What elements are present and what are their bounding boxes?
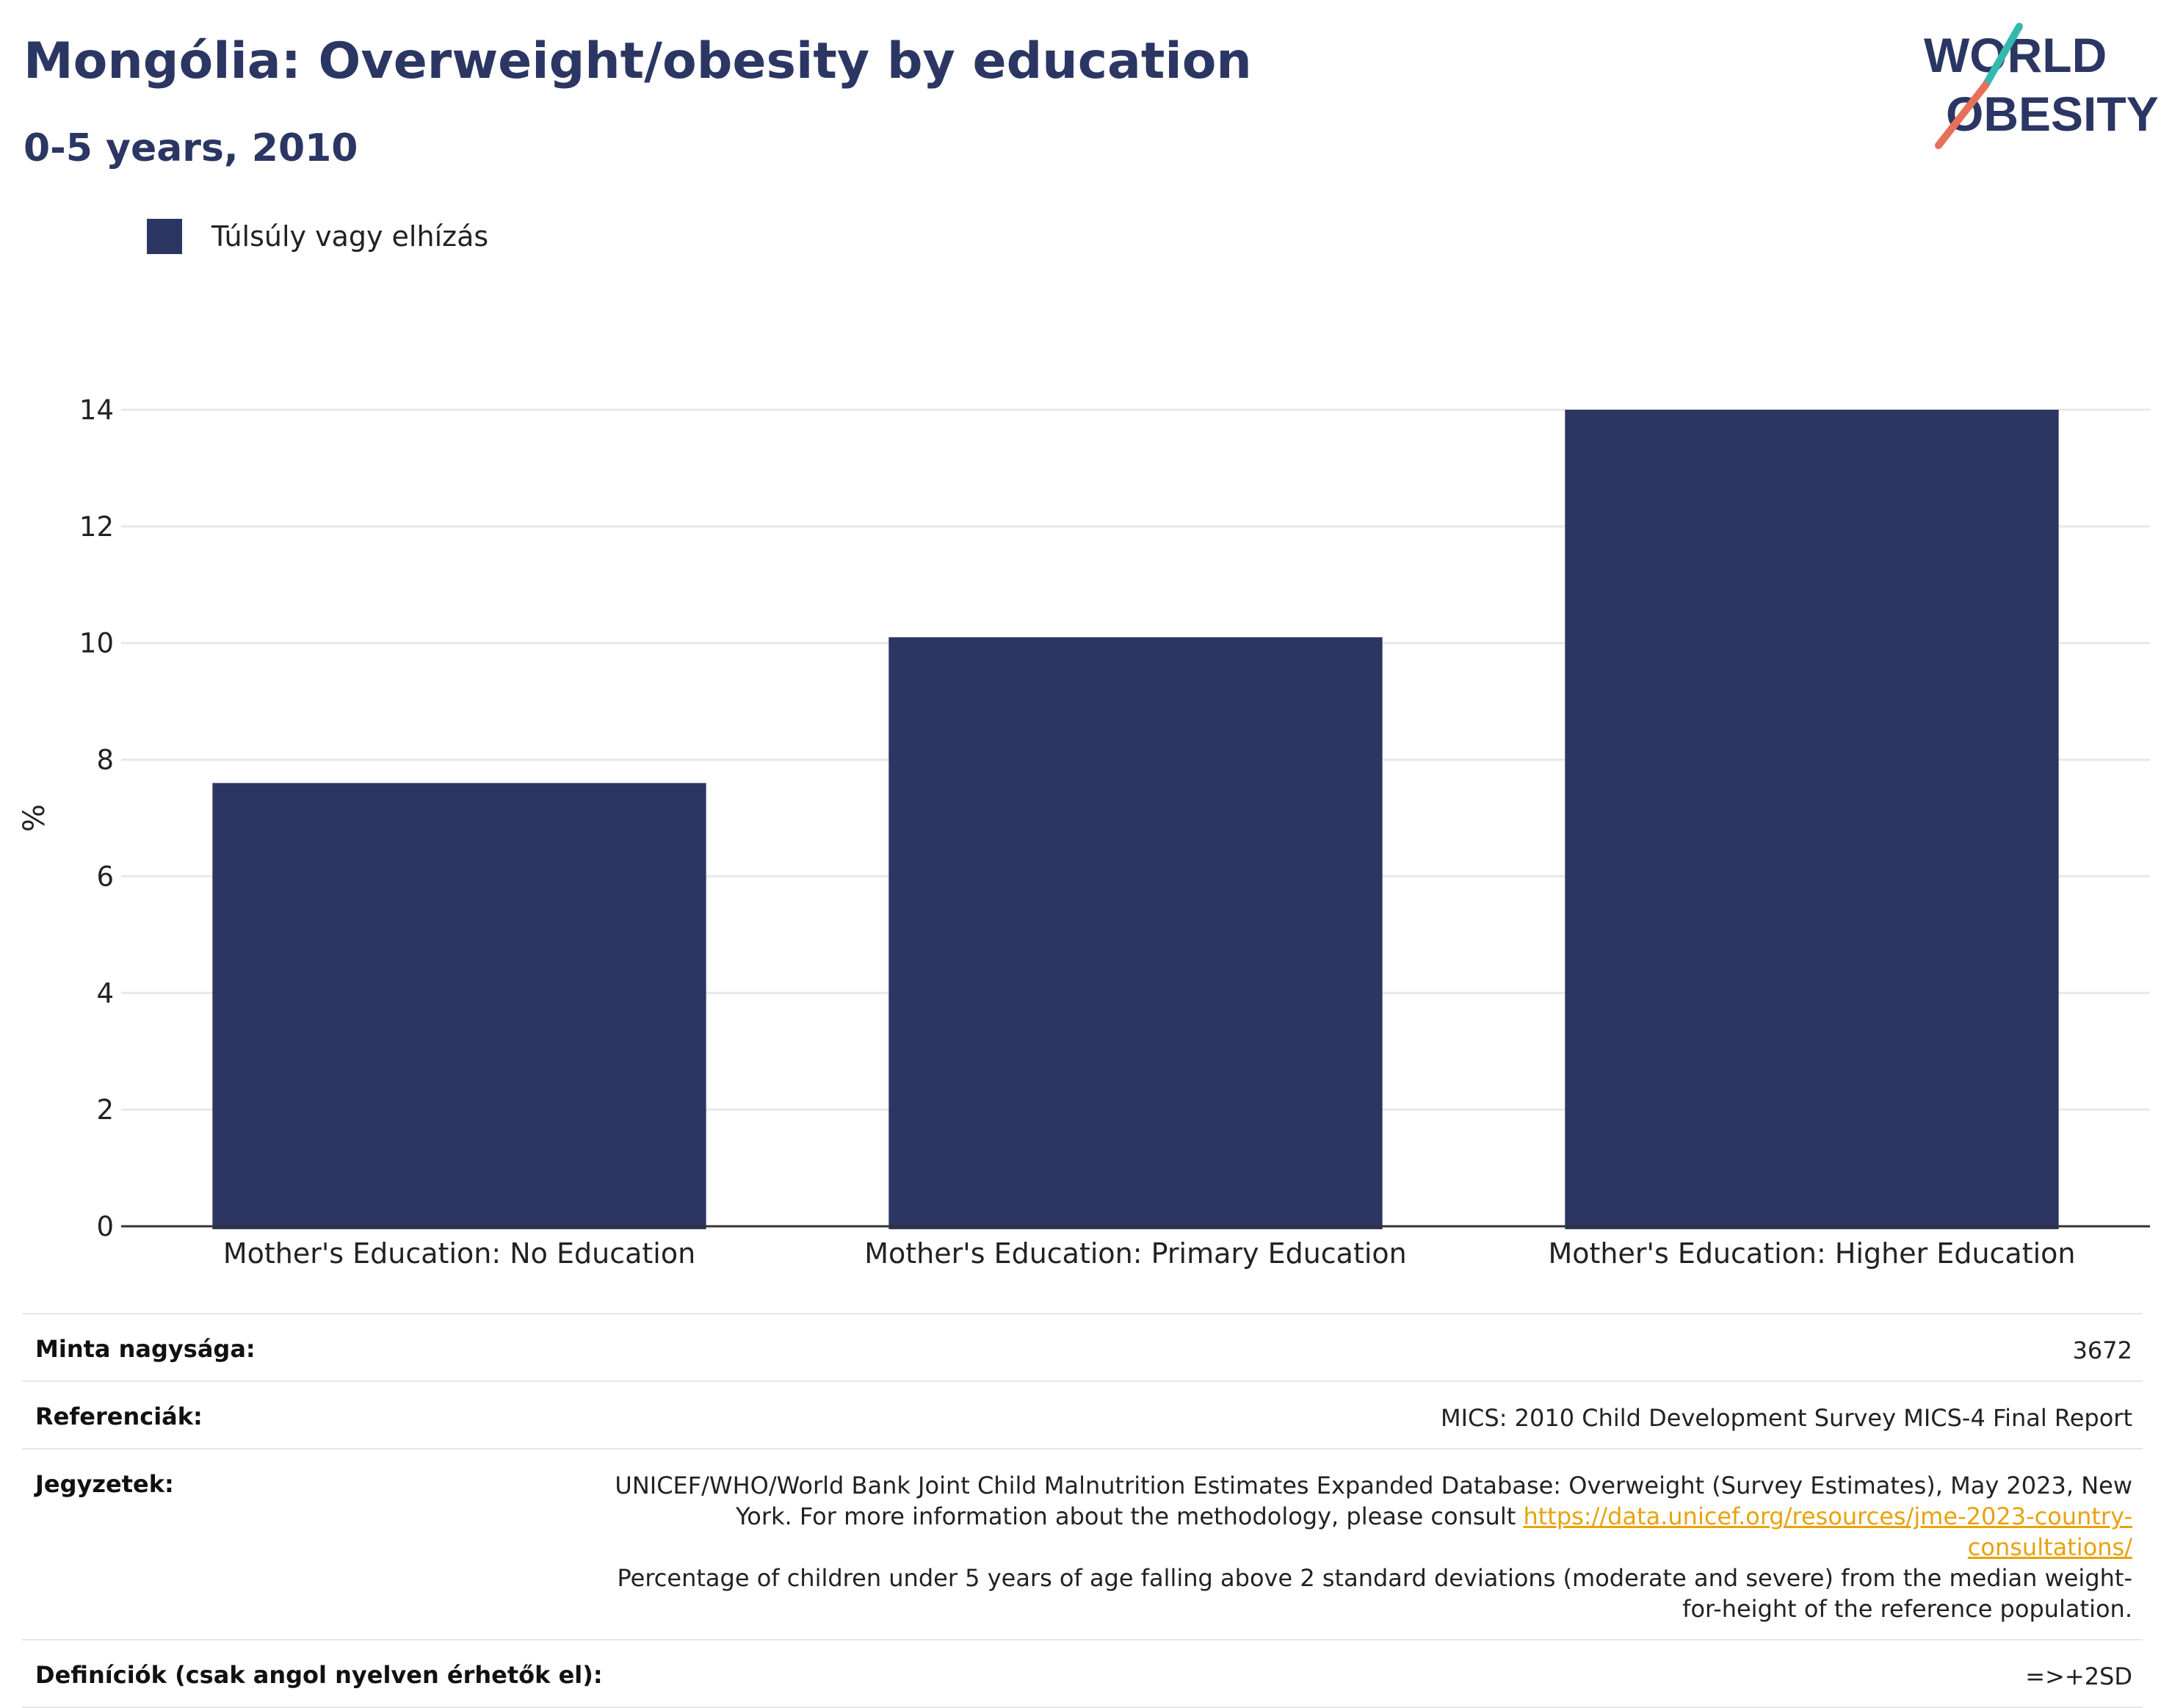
y-tick-label: 10 xyxy=(79,628,114,659)
y-tick-label: 14 xyxy=(79,394,114,426)
y-tick-label: 4 xyxy=(96,977,114,1009)
x-tick-label: Mother's Education: Higher Education xyxy=(1548,1237,2075,1270)
y-tick-label: 0 xyxy=(96,1211,114,1242)
bar xyxy=(888,637,1383,1229)
references-value: MICS: 2010 Child Development Survey MICS… xyxy=(1440,1404,2132,1432)
info-table: Minta nagysága: 3672 Referenciák: MICS: … xyxy=(22,1313,2143,1708)
sample-label: Minta nagysága: xyxy=(35,1335,256,1363)
y-tick-label: 6 xyxy=(96,861,114,892)
notes-label: Jegyzetek: xyxy=(35,1470,174,1498)
x-tick-label: Mother's Education: Primary Education xyxy=(864,1237,1407,1270)
chart-title: Mongólia: Overweight/obesity by educatio… xyxy=(23,32,1252,90)
notes-definition: Percentage of children under 5 years of … xyxy=(617,1564,2133,1623)
sample-value: 3672 xyxy=(2072,1336,2132,1364)
bar xyxy=(1565,410,2059,1229)
chart-subtitle: 0-5 years, 2010 xyxy=(23,126,358,170)
info-row-references: Referenciák: MICS: 2010 Child Developmen… xyxy=(22,1380,2143,1448)
bar-chart: 0 2 4 6 8 10 12 14% Mother's Education: No Educa… xyxy=(18,394,2150,1270)
definitions-value: =>+2SD xyxy=(2025,1662,2132,1690)
references-label: Referenciák: xyxy=(35,1403,203,1430)
y-tick-label: 12 xyxy=(79,511,114,543)
legend-label: Túlsúly vagy elhízás xyxy=(211,220,489,253)
notes-text: UNICEF/WHO/World Bank Joint Child Malnut… xyxy=(615,1472,2132,1530)
notes-link[interactable]: https://data.unicef.org/resources/jme-20… xyxy=(1523,1502,2132,1561)
definitions-label: Definíciók (csak angol nyelven érhetők e… xyxy=(35,1661,603,1689)
y-tick-label: 2 xyxy=(96,1094,114,1126)
y-tick-label: 8 xyxy=(96,745,114,776)
bar xyxy=(212,783,706,1229)
notes-value: UNICEF/WHO/World Bank Joint Child Malnut… xyxy=(605,1470,2132,1624)
info-row-notes: Jegyzetek: UNICEF/WHO/World Bank Joint C… xyxy=(22,1448,2143,1639)
logo-slash-coral xyxy=(1935,82,1989,149)
logo-slash-teal xyxy=(1982,23,2023,89)
info-row-definitions: Definíciók (csak angol nyelven érhetők e… xyxy=(22,1639,2143,1708)
legend: Túlsúly vagy elhízás xyxy=(147,219,488,254)
world-obesity-logo: WORLD OBESITY xyxy=(1924,23,2159,149)
y-axis-label: % xyxy=(18,804,51,832)
info-row-sample: Minta nagysága: 3672 xyxy=(22,1313,2143,1380)
legend-swatch xyxy=(147,219,182,254)
x-tick-label: Mother's Education: No Education xyxy=(223,1237,695,1270)
